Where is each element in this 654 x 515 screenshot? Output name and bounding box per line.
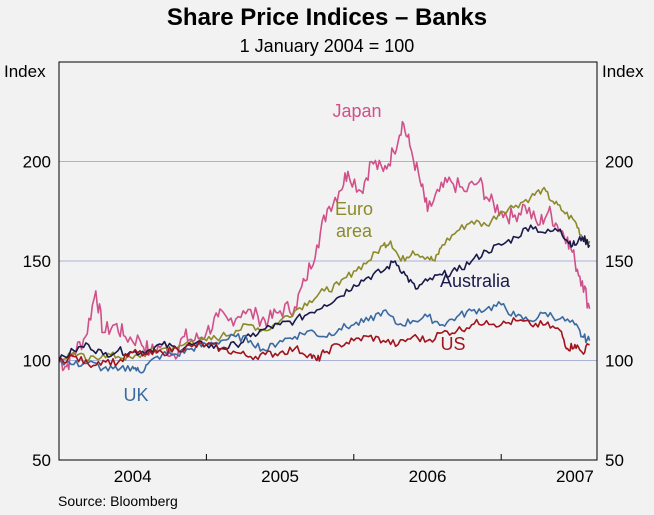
y-axis-label-left: Index — [4, 62, 46, 81]
series-line-uk — [58, 301, 591, 374]
chart-subtitle: 1 January 2004 = 100 — [239, 36, 415, 56]
y-tick-label-right: 50 — [605, 451, 624, 470]
plot-frame — [58, 61, 598, 461]
y-tick-label-left: 100 — [23, 352, 51, 371]
x-tick-label: 2006 — [409, 467, 447, 486]
x-axis-ticks: 2004 2005 2006 2007 — [114, 454, 594, 486]
series-label-euro-area: Euro area — [335, 199, 373, 241]
series-labels: Japan Euro area Australia UK US — [123, 101, 511, 405]
series-label-uk: UK — [123, 385, 148, 405]
series-line-australia — [58, 224, 591, 361]
series-label-japan: Japan — [332, 101, 381, 121]
y-tick-label-right: 150 — [605, 252, 633, 271]
x-tick-label: 2004 — [114, 467, 152, 486]
series-lines — [58, 120, 591, 374]
series-line-euro-area — [58, 186, 591, 362]
series-line-japan — [58, 120, 591, 372]
y-tick-label-right: 100 — [605, 352, 633, 371]
series-label-us: US — [440, 334, 465, 354]
series-label-australia: Australia — [440, 271, 511, 291]
y-tick-label-left: 50 — [32, 451, 51, 470]
y-axis-label-right: Index — [602, 62, 644, 81]
x-tick-label: 2005 — [261, 467, 299, 486]
x-tick-label: 2007 — [556, 467, 594, 486]
y-tick-label-right: 200 — [605, 153, 633, 172]
series-line-us — [58, 317, 590, 368]
gridlines — [59, 161, 597, 361]
source-note: Source: Bloomberg — [58, 493, 178, 509]
y-axis-ticks: 50 50 100 100 150 150 200 200 — [23, 153, 634, 471]
y-tick-label-left: 200 — [23, 153, 51, 172]
y-tick-label-left: 150 — [23, 252, 51, 271]
chart-title: Share Price Indices – Banks — [166, 4, 488, 31]
